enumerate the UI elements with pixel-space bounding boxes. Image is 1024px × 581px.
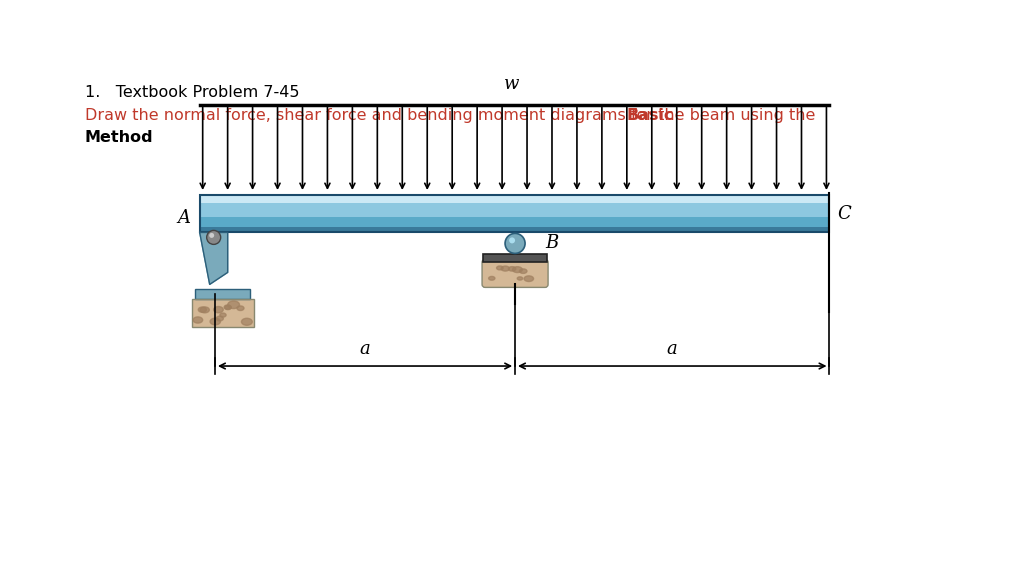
- Ellipse shape: [216, 316, 223, 321]
- Ellipse shape: [242, 318, 252, 325]
- Ellipse shape: [194, 317, 203, 323]
- Ellipse shape: [488, 277, 495, 280]
- Text: C: C: [838, 205, 851, 223]
- Ellipse shape: [512, 267, 522, 272]
- Bar: [191, 299, 254, 328]
- Text: a: a: [667, 340, 678, 358]
- Circle shape: [209, 233, 214, 238]
- Circle shape: [207, 231, 221, 245]
- Bar: [200, 227, 829, 232]
- Text: 1.   Textbook Problem 7-45: 1. Textbook Problem 7-45: [85, 85, 299, 100]
- Ellipse shape: [224, 305, 231, 310]
- Ellipse shape: [237, 306, 244, 310]
- Bar: [483, 254, 547, 263]
- Ellipse shape: [497, 266, 503, 270]
- FancyBboxPatch shape: [482, 259, 548, 288]
- Ellipse shape: [519, 269, 527, 274]
- Text: .: .: [123, 130, 128, 145]
- Ellipse shape: [201, 307, 209, 313]
- Ellipse shape: [524, 276, 534, 282]
- Text: A: A: [177, 209, 190, 227]
- Ellipse shape: [225, 306, 231, 310]
- Ellipse shape: [227, 301, 240, 309]
- Text: a: a: [359, 340, 371, 358]
- Ellipse shape: [199, 307, 207, 313]
- Ellipse shape: [214, 307, 223, 313]
- Text: Basic: Basic: [627, 108, 674, 123]
- Ellipse shape: [508, 267, 516, 271]
- Circle shape: [509, 238, 515, 243]
- Bar: [200, 195, 829, 203]
- Ellipse shape: [517, 277, 522, 280]
- Bar: [191, 299, 254, 328]
- Text: Draw the normal force, shear force and bending moment diagrams for the beam usin: Draw the normal force, shear force and b…: [85, 108, 820, 123]
- Text: B: B: [545, 234, 558, 252]
- Bar: [200, 195, 829, 232]
- Text: w: w: [504, 75, 520, 93]
- Polygon shape: [200, 232, 227, 285]
- Bar: [200, 217, 829, 227]
- Ellipse shape: [220, 313, 226, 317]
- Ellipse shape: [210, 318, 220, 325]
- Ellipse shape: [501, 266, 510, 271]
- Bar: [195, 289, 250, 299]
- Circle shape: [505, 234, 525, 253]
- Text: Method: Method: [85, 130, 154, 145]
- Bar: [200, 195, 829, 232]
